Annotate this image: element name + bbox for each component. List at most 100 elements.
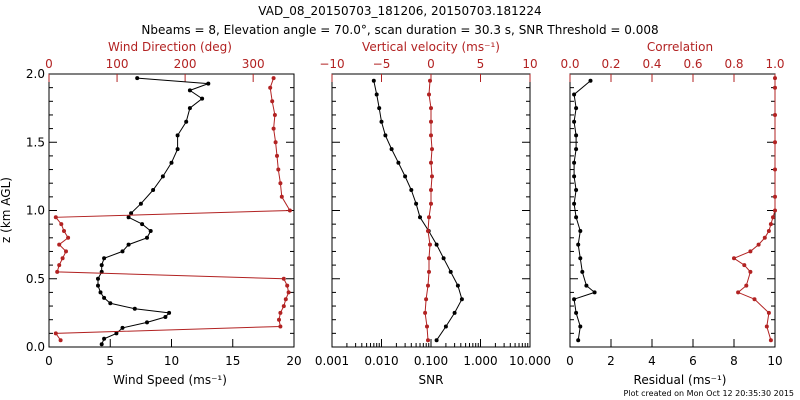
snr-vertical-velocity-point — [429, 106, 433, 111]
res-residual-point — [574, 188, 579, 192]
wind-wind-direction-point — [53, 331, 58, 336]
wind-bottom-axis-label: Wind Speed (ms⁻¹) — [113, 373, 227, 387]
snr-top-tick-label: −10 — [319, 57, 344, 71]
res-residual-point — [574, 215, 579, 220]
snr-snr-point — [374, 92, 379, 97]
res-correlation-point — [773, 113, 777, 117]
wind-bottom-tick-label: 20 — [286, 354, 301, 368]
res-correlation-point — [732, 256, 736, 261]
res-correlation-point — [762, 235, 767, 240]
snr-top-tick-label: 0 — [427, 57, 435, 71]
wind-wind-direction-point — [53, 215, 58, 220]
snr-snr-point — [414, 201, 419, 206]
res-residual-point — [574, 147, 579, 152]
snr-vertical-velocity-point — [423, 310, 428, 315]
wind-wind-direction-point — [278, 181, 283, 186]
wind-top-tick-label: 100 — [106, 57, 129, 71]
res-correlation-point — [773, 140, 777, 145]
snr-vertical-velocity-point — [427, 256, 431, 261]
wind-wind-direction-point — [60, 256, 65, 261]
snr-snr-point — [434, 338, 439, 343]
snr-vertical-velocity-point — [426, 229, 430, 233]
panel-snr-vertical-velocity: Vertical velocity (ms⁻¹) SNR 0.001 0.010 0… — [315, 40, 551, 387]
res-residual-point — [574, 310, 579, 315]
wind-wind-speed-point — [102, 336, 107, 341]
res-residual-point — [574, 133, 579, 138]
wind-wind-direction-point — [66, 235, 71, 240]
snr-top-tick-label: 5 — [477, 57, 485, 71]
wind-y-tick-label: 0.0 — [26, 340, 45, 354]
snr-snr-point — [434, 242, 439, 247]
res-residual-point — [572, 92, 577, 97]
res-correlation-point — [773, 76, 777, 81]
snr-bottom-tick-label: 0.010 — [364, 354, 398, 368]
res-residual-point — [578, 324, 583, 329]
res-residual-point — [578, 229, 583, 233]
wind-wind-direction-point — [58, 338, 63, 343]
wind-wind-direction-line — [54, 77, 291, 341]
res-residual-point — [584, 283, 589, 288]
wind-wind-direction-point — [64, 249, 68, 254]
wind-wind-direction-point — [62, 229, 66, 233]
snr-snr-point — [383, 133, 388, 138]
snr-bottom-tick-label: 0.100 — [414, 354, 448, 368]
wind-wind-speed-point — [114, 331, 119, 336]
snr-snr-line — [373, 80, 463, 341]
res-bottom-tick-label: 8 — [730, 354, 738, 368]
res-bottom-tick-label: 4 — [648, 354, 656, 368]
res-correlation-point — [773, 167, 777, 172]
wind-wind-direction-point — [59, 222, 64, 227]
wind-wind-speed-point — [99, 263, 104, 268]
res-correlation-point — [768, 222, 773, 227]
wind-wind-speed-point — [120, 325, 125, 330]
wind-wind-direction-point — [271, 126, 276, 131]
wind-wind-direction-point — [268, 85, 273, 90]
snr-vertical-velocity-point — [427, 215, 431, 220]
res-correlation-point — [768, 338, 773, 343]
res-correlation-point — [773, 208, 777, 213]
snr-top-tick-label: −5 — [373, 57, 391, 71]
res-correlation-point — [773, 85, 777, 90]
res-correlation-point — [748, 249, 753, 254]
wind-wind-speed-point — [206, 81, 211, 86]
res-correlation-line — [732, 78, 776, 341]
snr-vertical-velocity-point — [426, 283, 430, 288]
snr-bottom-axis-label: SNR — [419, 373, 444, 387]
snr-snr-point — [459, 297, 464, 302]
wind-wind-direction-point — [278, 310, 283, 315]
wind-wind-direction-point — [276, 167, 281, 172]
res-residual-point — [576, 338, 581, 343]
wind-bottom-tick-label: 0 — [45, 354, 53, 368]
snr-vertical-velocity-point — [429, 119, 433, 124]
res-residual-point — [588, 78, 593, 83]
snr-vertical-velocity-point — [429, 160, 433, 165]
wind-wind-speed-point — [138, 201, 143, 206]
res-residual-point — [592, 290, 597, 295]
wind-wind-speed-point — [102, 295, 107, 300]
wind-wind-speed-point — [187, 106, 192, 111]
wind-wind-direction-point — [278, 324, 283, 329]
wind-wind-speed-point — [135, 76, 140, 81]
res-bottom-tick-label: 0 — [566, 354, 574, 368]
res-residual-point — [572, 160, 577, 165]
snr-snr-point — [418, 215, 422, 220]
snr-vertical-velocity-point — [429, 133, 433, 138]
res-correlation-point — [744, 283, 749, 288]
res-top-tick-label: 0.0 — [560, 57, 579, 71]
snr-bottom-tick-label: 0.001 — [315, 354, 349, 368]
wind-wind-direction-point — [275, 153, 279, 158]
wind-wind-speed-point — [169, 160, 174, 165]
snr-vertical-velocity-point — [426, 338, 430, 343]
snr-snr-point — [377, 106, 382, 111]
wind-plot-frame — [48, 73, 295, 348]
wind-wind-direction-point — [55, 269, 60, 274]
panel-residual-correlation: Correlation Residual (ms⁻¹) 0 2 4 6 8 10 0.0 0.… — [560, 40, 784, 387]
wind-wind-speed-point — [145, 235, 149, 240]
wind-wind-speed-point — [120, 249, 125, 254]
snr-vertical-velocity-point — [430, 147, 434, 152]
wind-wind-direction-point — [287, 208, 292, 213]
res-correlation-point — [756, 242, 761, 247]
wind-top-tick-label: 0 — [45, 57, 53, 71]
wind-wind-speed-point — [167, 310, 172, 315]
